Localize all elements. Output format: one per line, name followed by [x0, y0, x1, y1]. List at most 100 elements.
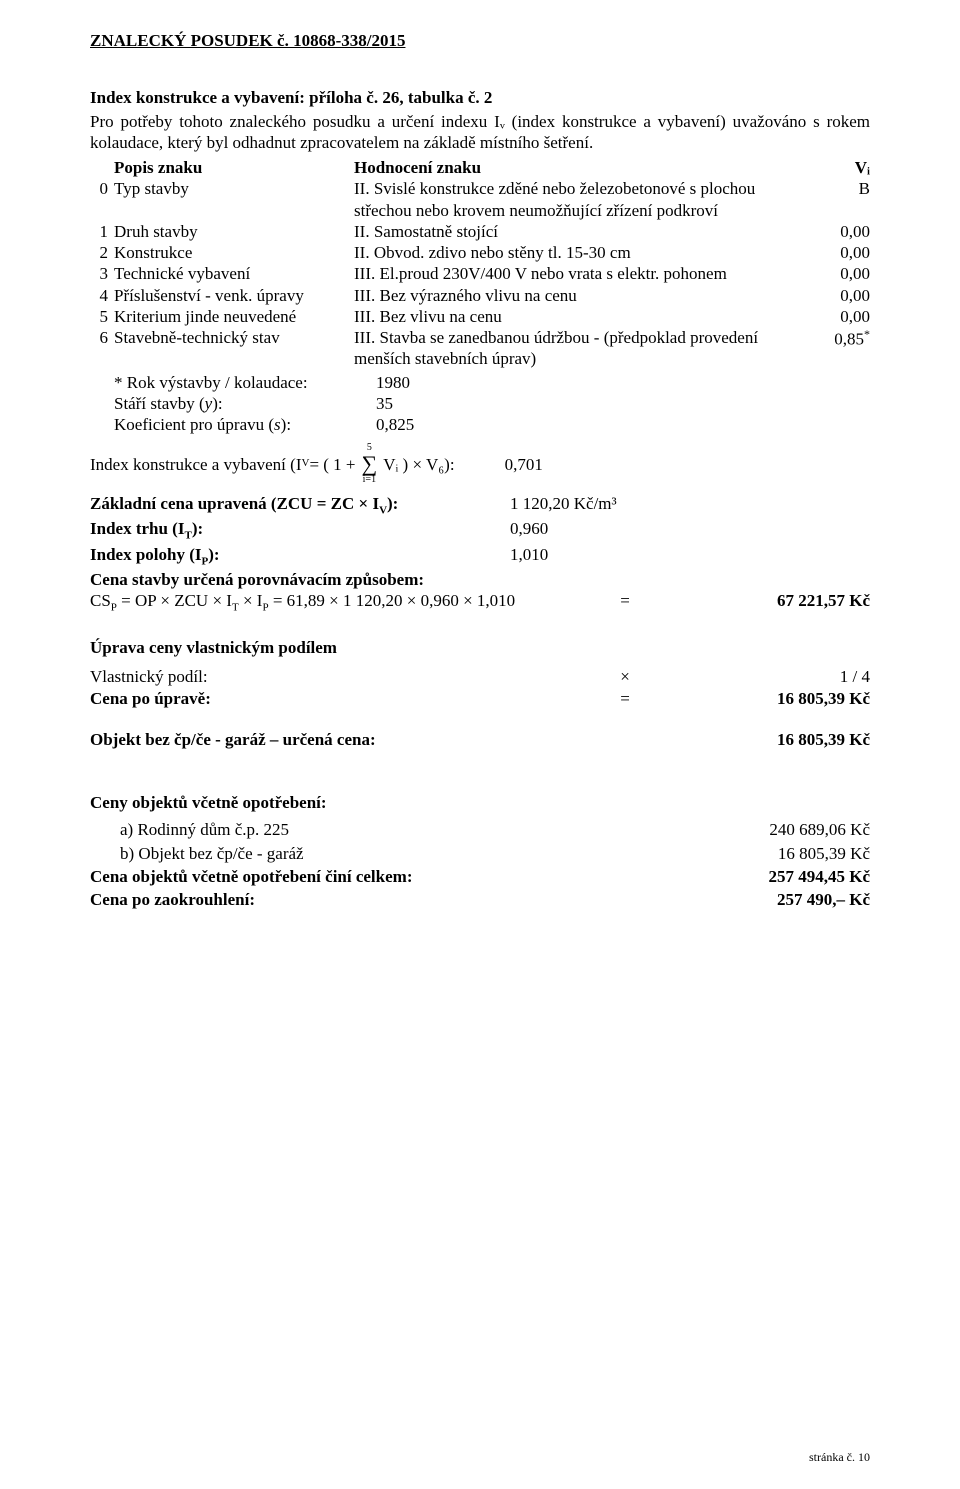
znaky-hod: III. El.proud 230V/400 V nebo vrata s el…: [354, 263, 794, 284]
coef-val: 0,825: [376, 414, 476, 435]
cena-label: Index trhu (IT):: [90, 518, 510, 543]
znaky-val: 0,85*: [794, 327, 870, 350]
objekt-urcena-label: Objekt bez čp/če - garáž – určená cena:: [90, 729, 660, 750]
znaky-num: 5: [90, 306, 114, 327]
ceny-obj-label: a) Rodinný dům č.p. 225: [120, 819, 690, 840]
znaky-val-txt: 0,85: [834, 330, 864, 349]
po-uprave-val: 16 805,39 Kč: [660, 688, 870, 709]
podil-val: 1 / 4: [660, 666, 870, 687]
objekt-urcena-val: 16 805,39 Kč: [660, 729, 870, 750]
znaky-hod: III. Bez vlivu na cenu: [354, 306, 794, 327]
znaky-num: 0: [90, 178, 114, 199]
coef-row: Stáří stavby (y): 35: [114, 393, 870, 414]
znaky-val: 0,00: [794, 306, 870, 327]
page-header: ZNALECKÝ POSUDEK č. 10868-338/2015: [90, 30, 870, 51]
ceny-obj-label: b) Objekt bez čp/če - garáž: [120, 843, 690, 864]
iv-formula-row: Index konstrukce a vybavení (IV = ( 1 + …: [90, 443, 870, 485]
iv-text-a: Index konstrukce a vybavení (I: [90, 454, 301, 475]
znaky-hod: II. Svislé konstrukce zděné nebo železob…: [354, 178, 794, 221]
cena-label: Index polohy (IP):: [90, 544, 510, 569]
cs-eq: =: [590, 590, 660, 615]
znaky-header-hodnoceni: Hodnocení znaku: [354, 157, 794, 178]
znaky-num: 1: [90, 221, 114, 242]
znaky-val: 0,00: [794, 263, 870, 284]
znaky-row: 0 Typ stavby II. Svislé konstrukce zděné…: [90, 178, 870, 221]
sigma-bottom: i=1: [363, 475, 376, 485]
cena-method-label: Cena stavby určená porovnávacím způsobem…: [90, 569, 870, 590]
sigma-symbol: ∑: [362, 453, 378, 475]
ceny-obj-val: 240 689,06 Kč: [690, 819, 870, 840]
znaky-row: 5 Kriterium jinde neuvedené III. Bez vli…: [90, 306, 870, 327]
coef-row: Koeficient pro úpravu (s): 0,825: [114, 414, 870, 435]
znaky-header-popis: Popis znaku: [114, 157, 354, 178]
uprava-title: Úprava ceny vlastnickým podílem: [90, 637, 870, 658]
znaky-val: 0,00: [794, 221, 870, 242]
iv-value: 0,701: [505, 454, 543, 475]
po-uprave-label: Cena po úpravě:: [90, 688, 590, 709]
iv-sub-v: V: [301, 457, 309, 471]
znaky-hod: II. Samostatně stojící: [354, 221, 794, 242]
znaky-popis: Příslušenství - venk. úpravy: [114, 285, 354, 306]
znaky-hod: III. Bez výrazného vlivu na cenu: [354, 285, 794, 306]
coef-val: 35: [376, 393, 476, 414]
cena-val: 1 120,20 Kč/m³: [510, 493, 700, 518]
znaky-popis: Technické vybavení: [114, 263, 354, 284]
ceny-obj-title: Ceny objektů včetně opotřebení:: [90, 792, 870, 813]
cs-val: 67 221,57 Kč: [660, 590, 870, 615]
cena-row: Základní cena upravená (ZCU = ZC × IV): …: [90, 493, 870, 518]
znaky-row: 6 Stavebně-technický stav III. Stavba se…: [90, 327, 870, 370]
section-title-index-konstrukce: Index konstrukce a vybavení: příloha č. …: [90, 87, 870, 108]
znaky-num: 6: [90, 327, 114, 348]
znaky-val: 0,00: [794, 285, 870, 306]
coef-label: Stáří stavby (y):: [114, 393, 376, 414]
znaky-num: 2: [90, 242, 114, 263]
znaky-row: 1 Druh stavby II. Samostatně stojící 0,0…: [90, 221, 870, 242]
znaky-popis: Kriterium jinde neuvedené: [114, 306, 354, 327]
cena-val: 1,010: [510, 544, 700, 569]
znaky-row: 3 Technické vybavení III. El.proud 230V/…: [90, 263, 870, 284]
coef-row: * Rok výstavby / kolaudace: 1980: [114, 372, 870, 393]
znaky-popis: Konstrukce: [114, 242, 354, 263]
ceny-obj-row: b) Objekt bez čp/če - garáž 16 805,39 Kč: [120, 843, 870, 864]
section-paragraph: Pro potřeby tohoto znaleckého posudku a …: [90, 111, 870, 154]
znaky-hod: II. Obvod. zdivo nebo stěny tl. 15-30 cm: [354, 242, 794, 263]
ceny-obj-row: Cena objektů včetně opotřebení činí celk…: [90, 866, 870, 887]
podil-sym: ×: [590, 666, 660, 687]
znaky-num: 3: [90, 263, 114, 284]
znaky-header-vi: Vᵢ: [794, 157, 870, 178]
po-uprave-sym: =: [590, 688, 660, 709]
znaky-popis: Typ stavby: [114, 178, 354, 199]
znaky-popis: Stavebně-technický stav: [114, 327, 354, 348]
cena-row: Index polohy (IP): 1,010: [90, 544, 870, 569]
podil-label: Vlastnický podíl:: [90, 666, 590, 687]
ceny-obj-row: a) Rodinný dům č.p. 225 240 689,06 Kč: [120, 819, 870, 840]
ceny-obj-row: Cena po zaokrouhlení: 257 490,– Kč: [90, 889, 870, 910]
znaky-num: 4: [90, 285, 114, 306]
ceny-obj-val: 257 490,– Kč: [690, 889, 870, 910]
ceny-obj-label: Cena objektů včetně opotřebení činí celk…: [90, 866, 690, 887]
ceny-obj-label: Cena po zaokrouhlení:: [90, 889, 690, 910]
cena-row: Index trhu (IT): 0,960: [90, 518, 870, 543]
znaky-row: 2 Konstrukce II. Obvod. zdivo nebo stěny…: [90, 242, 870, 263]
podil-row: Vlastnický podíl: × 1 / 4: [90, 666, 870, 687]
ceny-obj-val: 16 805,39 Kč: [690, 843, 870, 864]
coef-val: 1980: [376, 372, 476, 393]
ceny-obj-val: 257 494,45 Kč: [690, 866, 870, 887]
cs-formula-row: CSP = OP × ZCU × IT × IP = 61,89 × 1 120…: [90, 590, 870, 615]
znaky-row: 4 Příslušenství - venk. úpravy III. Bez …: [90, 285, 870, 306]
objekt-urcena-row: Objekt bez čp/če - garáž – určená cena: …: [90, 729, 870, 750]
sigma-icon: 5 ∑ i=1: [362, 443, 378, 485]
znaky-val: 0,00: [794, 242, 870, 263]
page-footer: stránka č. 10: [809, 1450, 870, 1465]
cs-formula: CSP = OP × ZCU × IT × IP = 61,89 × 1 120…: [90, 590, 590, 615]
iv-text-b: = ( 1 +: [309, 454, 355, 475]
star-icon: *: [864, 327, 870, 341]
po-uprave-row: Cena po úpravě: = 16 805,39 Kč: [90, 688, 870, 709]
coef-label: * Rok výstavby / kolaudace:: [114, 372, 376, 393]
cena-label: Základní cena upravená (ZCU = ZC × IV):: [90, 493, 510, 518]
znaky-popis: Druh stavby: [114, 221, 354, 242]
znaky-hod: III. Stavba se zanedbanou údržbou - (pře…: [354, 327, 794, 370]
cena-val: 0,960: [510, 518, 700, 543]
iv-text-c: Vᵢ ) × V₆):: [383, 454, 454, 475]
znaky-header-row: Popis znaku Hodnocení znaku Vᵢ: [90, 157, 870, 178]
